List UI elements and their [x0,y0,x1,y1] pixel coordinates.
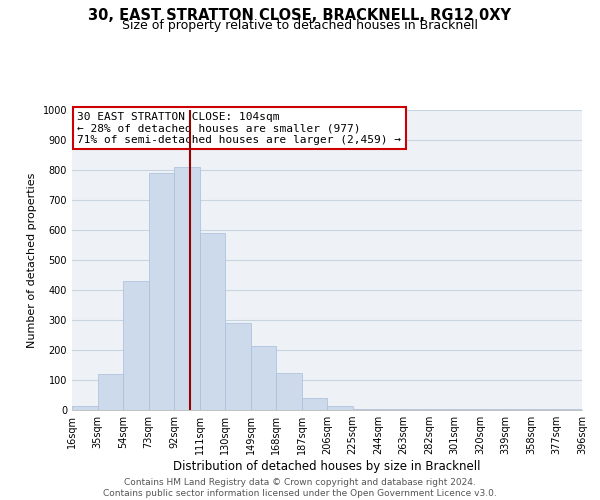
Bar [225,323,251,410]
Bar [378,408,404,410]
Text: Contains HM Land Registry data © Crown copyright and database right 2024.
Contai: Contains HM Land Registry data © Crown c… [103,478,497,498]
Bar [251,346,276,410]
Bar [72,406,97,410]
Bar [149,173,174,410]
Text: 30 EAST STRATTON CLOSE: 104sqm
← 28% of detached houses are smaller (977)
71% of: 30 EAST STRATTON CLOSE: 104sqm ← 28% of … [77,112,401,144]
Text: 30, EAST STRATTON CLOSE, BRACKNELL, RG12 0XY: 30, EAST STRATTON CLOSE, BRACKNELL, RG12… [89,8,511,22]
Bar [199,233,225,410]
Bar [123,281,149,410]
X-axis label: Distribution of detached houses by size in Bracknell: Distribution of detached houses by size … [173,460,481,473]
Bar [557,408,582,410]
Y-axis label: Number of detached properties: Number of detached properties [27,172,37,348]
Bar [97,374,123,410]
Bar [174,167,199,410]
Bar [276,372,302,410]
Bar [302,398,327,410]
Bar [353,408,378,410]
Bar [327,406,353,410]
Text: Size of property relative to detached houses in Bracknell: Size of property relative to detached ho… [122,18,478,32]
